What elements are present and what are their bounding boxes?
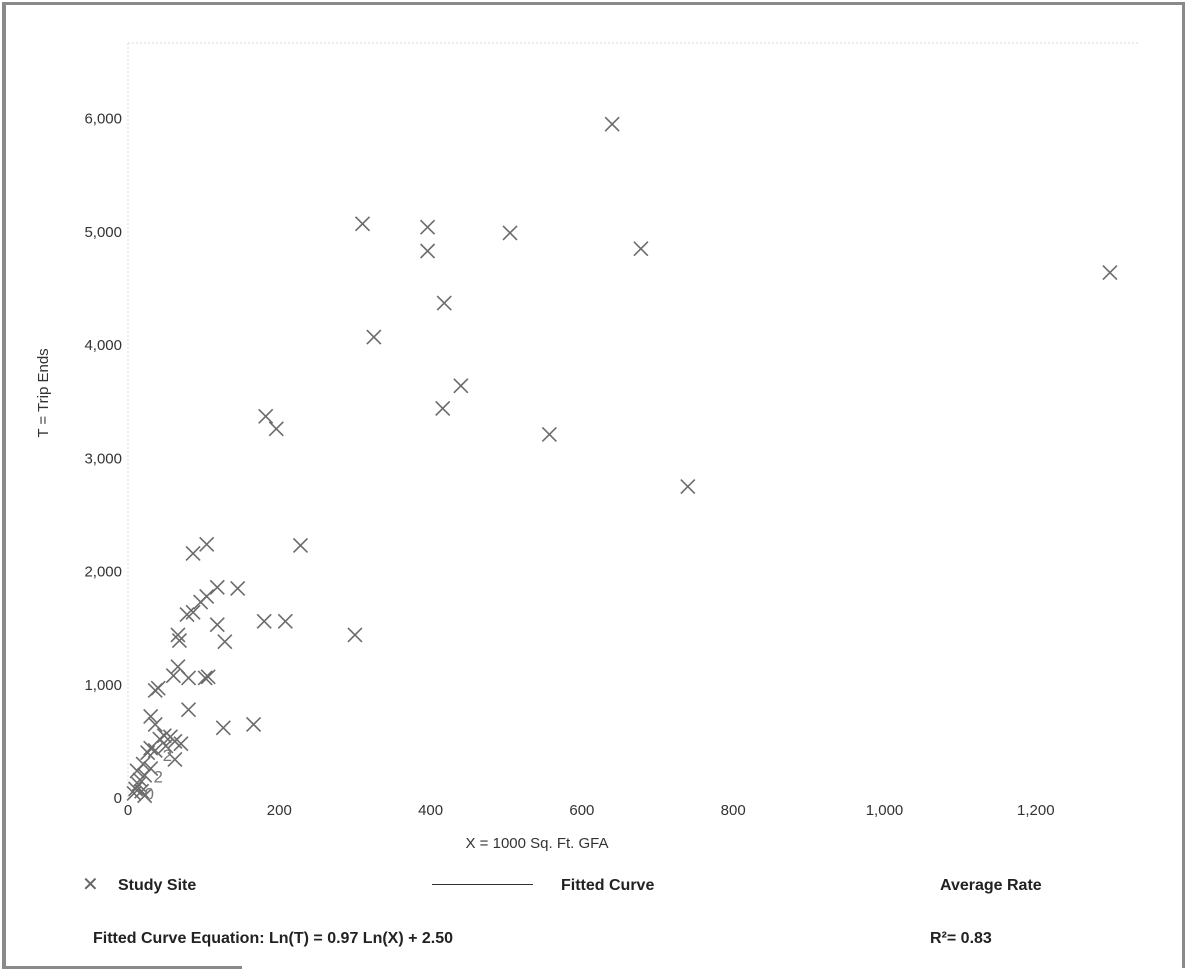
study-site-point [143, 740, 159, 756]
study-site-point [209, 617, 225, 633]
study-site-point [217, 634, 233, 650]
study-site-point [268, 421, 284, 437]
y-tick-label: 4,000 [84, 337, 122, 354]
study-site-point [680, 478, 696, 495]
x-axis-label: X = 1000 Sq. Ft. GFA [466, 835, 609, 852]
study-site-point [604, 116, 620, 132]
legend-fitted-curve: Fitted Curve [561, 877, 655, 894]
x-tick-label: 1,200 [1017, 802, 1055, 819]
y-tick-label: 3,000 [84, 450, 122, 467]
study-site-point [453, 378, 469, 394]
study-site-point [258, 408, 274, 424]
study-site-point [366, 329, 382, 345]
y-tick-label: 5,000 [84, 224, 122, 241]
y-tick-label: 0 [114, 790, 122, 807]
legend-study-site: Study Site [118, 877, 197, 894]
study-site-point [170, 627, 186, 643]
study-site-point [541, 426, 557, 443]
study-site-point [420, 219, 436, 235]
study-site-point [502, 225, 518, 241]
cluster-count-label: 0 [144, 784, 153, 803]
x-tick-label: 0 [124, 802, 132, 819]
study-site-point [420, 243, 436, 259]
frame-bottom-strip [2, 966, 242, 969]
legend-average-rate: Average Rate [940, 877, 1042, 894]
study-site-point [354, 216, 371, 232]
r-squared-value: R²= 0.83 [930, 930, 992, 947]
study-site-point [1102, 264, 1118, 281]
study-site-point [435, 400, 451, 416]
study-site-point [158, 738, 174, 754]
study-site-point [180, 670, 197, 686]
fitted-curve-legend-line [432, 884, 533, 885]
y-tick-label: 2,000 [84, 564, 122, 581]
study-site-point [147, 682, 163, 698]
study-site-point [292, 537, 309, 554]
study-site-point [633, 241, 649, 257]
y-axis-ticks: 0 1,000 2,000 3,000 4,000 5,000 6,000 [84, 111, 122, 808]
study-site-point [230, 580, 246, 597]
study-site-point [215, 720, 231, 736]
cluster-count-label: 2 [163, 746, 172, 765]
x-axis-ticks: 0 200 400 600 800 1,000 1,200 [124, 802, 1055, 819]
study-site-point [246, 716, 262, 732]
study-site-point [179, 606, 195, 623]
data-points [126, 116, 1118, 804]
study-site-point [197, 670, 213, 686]
x-tick-label: 600 [569, 802, 594, 819]
cluster-labels: 220 [144, 746, 172, 804]
study-site-point [147, 716, 163, 732]
study-site-point [140, 745, 156, 761]
study-site-point [277, 613, 293, 629]
study-site-point [180, 702, 197, 718]
y-tick-label: 6,000 [84, 111, 122, 128]
x-tick-label: 1,000 [866, 802, 904, 819]
y-tick-label: 1,000 [84, 677, 122, 694]
study-site-point [209, 579, 225, 595]
study-site-point [347, 627, 363, 643]
study-site-point [171, 633, 188, 649]
x-tick-label: 800 [721, 802, 746, 819]
study-site-point [167, 751, 183, 768]
study-site-point [200, 669, 216, 685]
fitted-curve-equation: Fitted Curve Equation: Ln(T) = 0.97 Ln(X… [93, 930, 454, 947]
y-axis-label: T = Trip Ends [35, 348, 52, 437]
study-site-legend-icon: ✕ [82, 874, 99, 896]
x-tick-label: 400 [418, 802, 443, 819]
study-site-point [165, 668, 181, 684]
study-site-point [137, 788, 153, 804]
study-site-point [256, 613, 272, 629]
study-site-point [129, 763, 145, 779]
cluster-count-label: 2 [154, 767, 163, 786]
study-site-point [193, 594, 209, 610]
study-site-point [185, 545, 201, 561]
study-site-point [173, 736, 189, 752]
x-tick-label: 200 [267, 802, 292, 819]
study-site-point [143, 708, 159, 725]
study-site-point [436, 295, 452, 311]
study-site-point [199, 536, 215, 552]
